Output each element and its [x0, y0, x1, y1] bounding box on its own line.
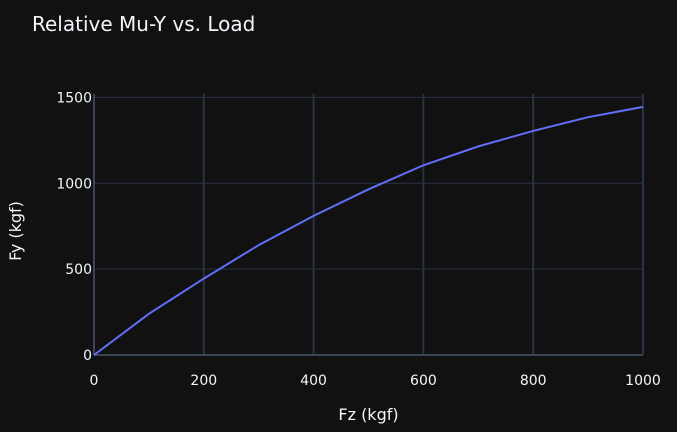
x-tick-label: 200: [190, 373, 217, 389]
x-tick-label: 800: [520, 373, 547, 389]
series-line: [93, 105, 644, 356]
x-axis-title: Fz (kgf): [338, 405, 398, 424]
x-tick-label: 0: [90, 373, 99, 389]
x-tick-label: 600: [410, 373, 437, 389]
y-tick-label: 1500: [56, 90, 92, 106]
tick-labels: 0 200 400 600 800 1000 0 500 1000 1500: [56, 90, 660, 389]
y-tick-label: 500: [65, 262, 92, 278]
chart-title: Relative Mu-Y vs. Load: [32, 12, 255, 36]
y-tick-label: 1000: [56, 176, 92, 192]
x-tick-label: 400: [300, 373, 327, 389]
series-layer: [93, 105, 644, 356]
grid-lines: [93, 94, 644, 356]
y-axis-title: Fy (kgf): [6, 201, 25, 261]
x-tick-label: 1000: [625, 373, 661, 389]
y-tick-label: 0: [83, 348, 92, 364]
